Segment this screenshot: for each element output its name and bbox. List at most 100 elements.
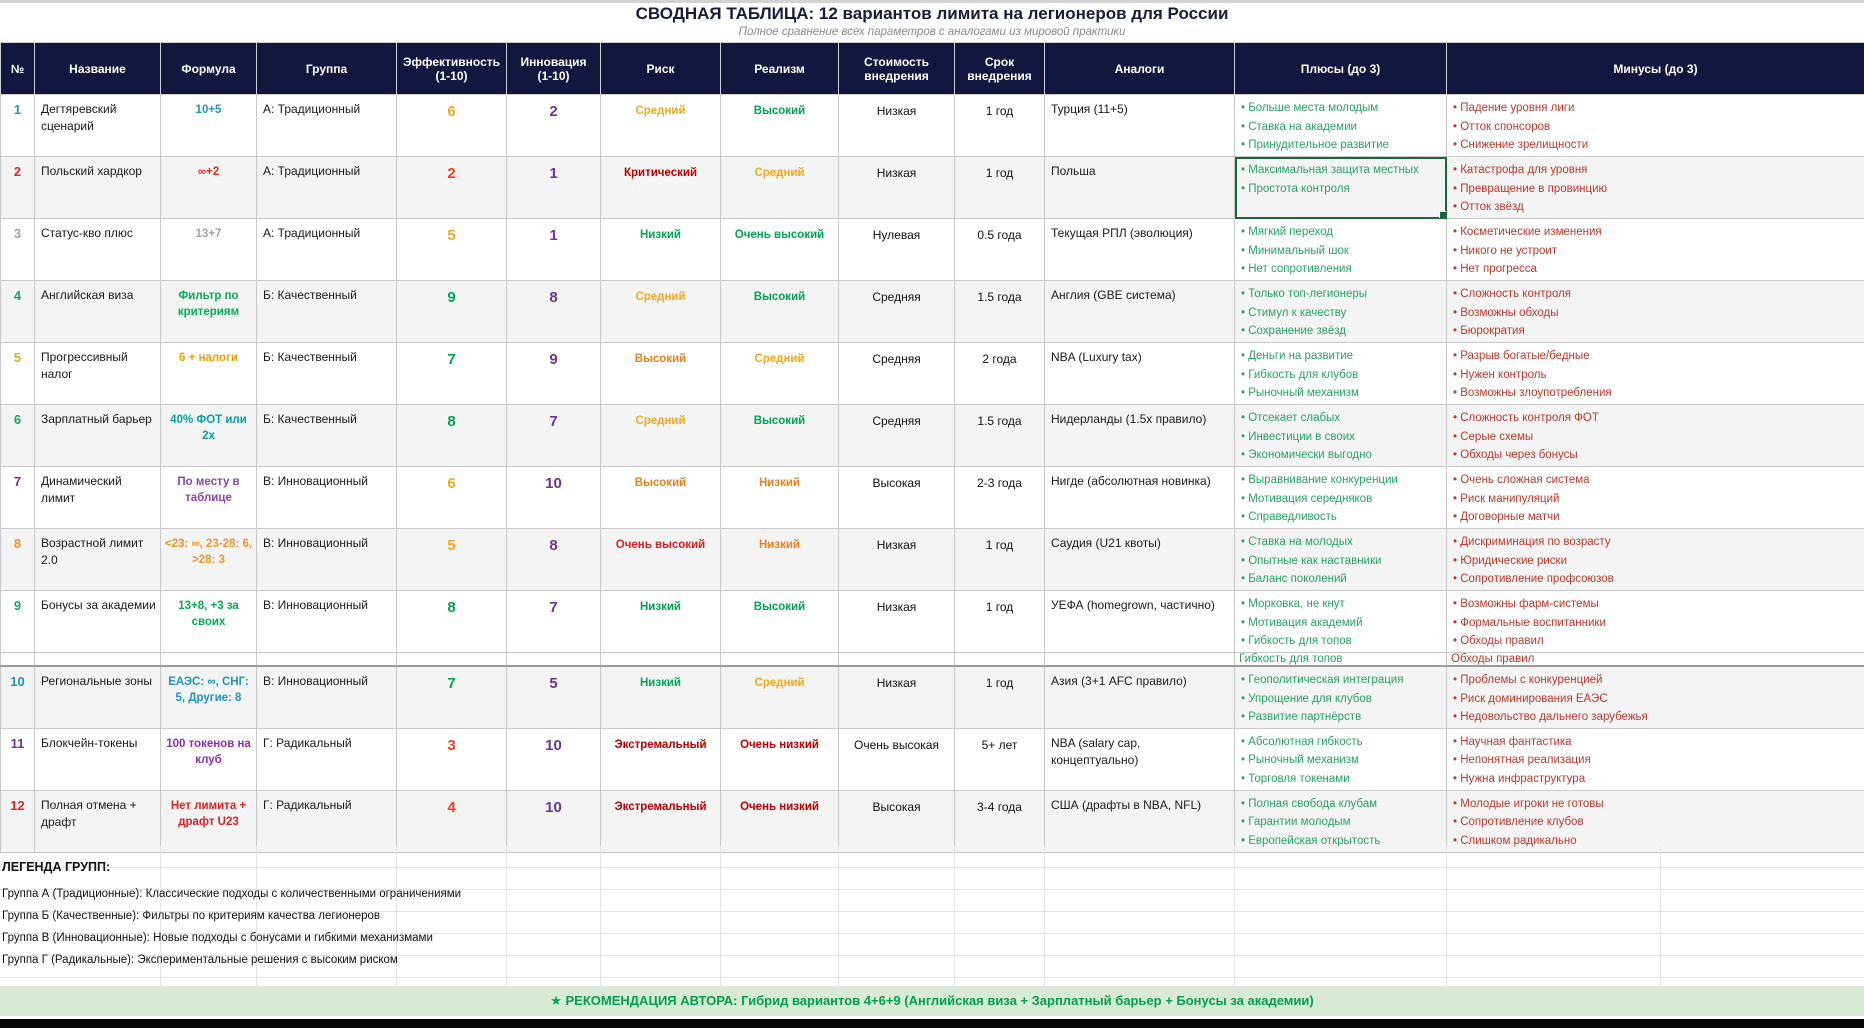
formula-cell[interactable]: ∞+2: [160, 156, 257, 219]
risk-level[interactable]: Экстремальный: [600, 727, 721, 791]
effectiveness-score[interactable]: 9: [396, 280, 507, 343]
implementation-term[interactable]: 1 год: [954, 665, 1045, 729]
analogs-cell[interactable]: УЕФА (homegrown, частично): [1044, 590, 1235, 653]
group-cell[interactable]: Г: Радикальный: [256, 789, 397, 853]
implementation-term[interactable]: 5+ лет: [954, 727, 1045, 791]
row-number[interactable]: 1: [0, 94, 35, 157]
implementation-cost[interactable]: Низкая: [838, 528, 955, 591]
row-number[interactable]: 2: [0, 156, 35, 219]
risk-level[interactable]: Средний: [600, 94, 721, 157]
variant-name[interactable]: Дегтяревский сценарий: [34, 94, 161, 157]
clipped-cell[interactable]: [256, 652, 397, 667]
variant-name[interactable]: Английская виза: [34, 280, 161, 343]
formula-cell[interactable]: ЕАЭС: ∞, СНГ: 5, Другие: 8: [160, 665, 257, 729]
row-number[interactable]: 7: [0, 466, 35, 529]
effectiveness-score[interactable]: 5: [396, 528, 507, 591]
implementation-cost[interactable]: Очень высокая: [838, 727, 955, 791]
analogs-cell[interactable]: Нигде (абсолютная новинка): [1044, 466, 1235, 529]
cons-list[interactable]: Молодые игроки не готовыСопротивление кл…: [1446, 789, 1864, 853]
column-header-pros[interactable]: Плюсы (до 3): [1234, 42, 1447, 95]
column-header-realism[interactable]: Реализм: [720, 42, 839, 95]
effectiveness-score[interactable]: 8: [396, 404, 507, 467]
innovation-score[interactable]: 10: [506, 727, 601, 791]
risk-level[interactable]: Средний: [600, 280, 721, 343]
group-cell[interactable]: Б: Качественный: [256, 404, 397, 467]
group-cell[interactable]: А: Традиционный: [256, 218, 397, 281]
implementation-cost[interactable]: Нулевая: [838, 218, 955, 281]
effectiveness-score[interactable]: 7: [396, 342, 507, 405]
clipped-cell[interactable]: [720, 652, 839, 667]
realism-level[interactable]: Высокий: [720, 280, 839, 343]
column-header-cost[interactable]: Стоимость внедрения: [838, 42, 955, 95]
analogs-cell[interactable]: NBA (Luxury tax): [1044, 342, 1235, 405]
innovation-score[interactable]: 9: [506, 342, 601, 405]
selected-cell-pros[interactable]: Максимальная защита местныхПростота конт…: [1234, 156, 1447, 219]
implementation-cost[interactable]: Средняя: [838, 280, 955, 343]
cons-list[interactable]: Дискриминация по возрастуЮридические рис…: [1446, 528, 1864, 591]
implementation-term[interactable]: 1 год: [954, 590, 1045, 653]
effectiveness-score[interactable]: 2: [396, 156, 507, 219]
clipped-cell[interactable]: [838, 652, 955, 667]
group-cell[interactable]: В: Инновационный: [256, 466, 397, 529]
analogs-cell[interactable]: Саудия (U21 квоты): [1044, 528, 1235, 591]
cons-list[interactable]: Падение уровня лигиОтток спонсоровСнижен…: [1446, 94, 1864, 157]
cons-list[interactable]: Косметические измененияНикого не устроит…: [1446, 218, 1864, 281]
cons-list[interactable]: Катастрофа для уровняПревращение в прови…: [1446, 156, 1864, 219]
column-header-formula[interactable]: Формула: [160, 42, 257, 95]
clipped-cell[interactable]: [1044, 652, 1235, 667]
effectiveness-score[interactable]: 5: [396, 218, 507, 281]
pros-list[interactable]: Больше места молодымСтавка на академииПр…: [1234, 94, 1447, 157]
row-number[interactable]: 10: [0, 665, 35, 729]
formula-cell[interactable]: 6 + налоги: [160, 342, 257, 405]
row-number[interactable]: 6: [0, 404, 35, 467]
realism-level[interactable]: Очень низкий: [720, 789, 839, 853]
implementation-cost[interactable]: Средняя: [838, 404, 955, 467]
innovation-score[interactable]: 8: [506, 528, 601, 591]
risk-level[interactable]: Критический: [600, 156, 721, 219]
implementation-cost[interactable]: Низкая: [838, 156, 955, 219]
column-header-term[interactable]: Срок внедрения: [954, 42, 1045, 95]
clipped-cell[interactable]: [954, 652, 1045, 667]
group-cell[interactable]: В: Инновационный: [256, 528, 397, 591]
cons-list[interactable]: Научная фантастикаНепонятная реализацияН…: [1446, 727, 1864, 791]
innovation-score[interactable]: 7: [506, 404, 601, 467]
analogs-cell[interactable]: NBA (salary cap, концептуально): [1044, 727, 1235, 791]
row-number[interactable]: 4: [0, 280, 35, 343]
pros-list[interactable]: Отсекает слабыхИнвестиции в своихЭкономи…: [1234, 404, 1447, 467]
implementation-term[interactable]: 1 год: [954, 156, 1045, 219]
effectiveness-score[interactable]: 6: [396, 466, 507, 529]
variant-name[interactable]: Статус-кво плюс: [34, 218, 161, 281]
innovation-score[interactable]: 1: [506, 218, 601, 281]
formula-cell[interactable]: 13+8, +3 за своих: [160, 590, 257, 653]
analogs-cell[interactable]: Турция (11+5): [1044, 94, 1235, 157]
implementation-cost[interactable]: Высокая: [838, 789, 955, 853]
column-header-group[interactable]: Группа: [256, 42, 397, 95]
row-number[interactable]: 11: [0, 727, 35, 791]
pros-list[interactable]: Морковка, не кнутМотивация академийГибко…: [1234, 590, 1447, 653]
implementation-cost[interactable]: Низкая: [838, 665, 955, 729]
group-cell[interactable]: Б: Качественный: [256, 342, 397, 405]
implementation-term[interactable]: 1.5 года: [954, 404, 1045, 467]
row-number[interactable]: 9: [0, 590, 35, 653]
implementation-term[interactable]: 2 года: [954, 342, 1045, 405]
variant-name[interactable]: Бонусы за академии: [34, 590, 161, 653]
clipped-cell[interactable]: [506, 652, 601, 667]
risk-level[interactable]: Низкий: [600, 590, 721, 653]
formula-cell[interactable]: Нет лимита + драфт U23: [160, 789, 257, 853]
group-cell[interactable]: А: Традиционный: [256, 156, 397, 219]
realism-level[interactable]: Очень низкий: [720, 727, 839, 791]
clipped-pros-fragment[interactable]: Гибкость для топов: [1234, 652, 1447, 667]
cons-list[interactable]: Сложность контроляВозможны обходыБюрокра…: [1446, 280, 1864, 343]
column-header-effectiveness[interactable]: Эффективность (1-10): [396, 42, 507, 95]
formula-cell[interactable]: 10+5: [160, 94, 257, 157]
innovation-score[interactable]: 8: [506, 280, 601, 343]
variant-name[interactable]: Возрастной лимит 2.0: [34, 528, 161, 591]
analogs-cell[interactable]: США (драфты в NBA, NFL): [1044, 789, 1235, 853]
variant-name[interactable]: Блокчейн-токены: [34, 727, 161, 791]
pros-list[interactable]: Только топ-легионерыСтимул к качествуСох…: [1234, 280, 1447, 343]
formula-cell[interactable]: 40% ФОТ или 2х: [160, 404, 257, 467]
effectiveness-score[interactable]: 7: [396, 665, 507, 729]
group-cell[interactable]: А: Традиционный: [256, 94, 397, 157]
analogs-cell[interactable]: Англия (GBE система): [1044, 280, 1235, 343]
row-number[interactable]: 3: [0, 218, 35, 281]
